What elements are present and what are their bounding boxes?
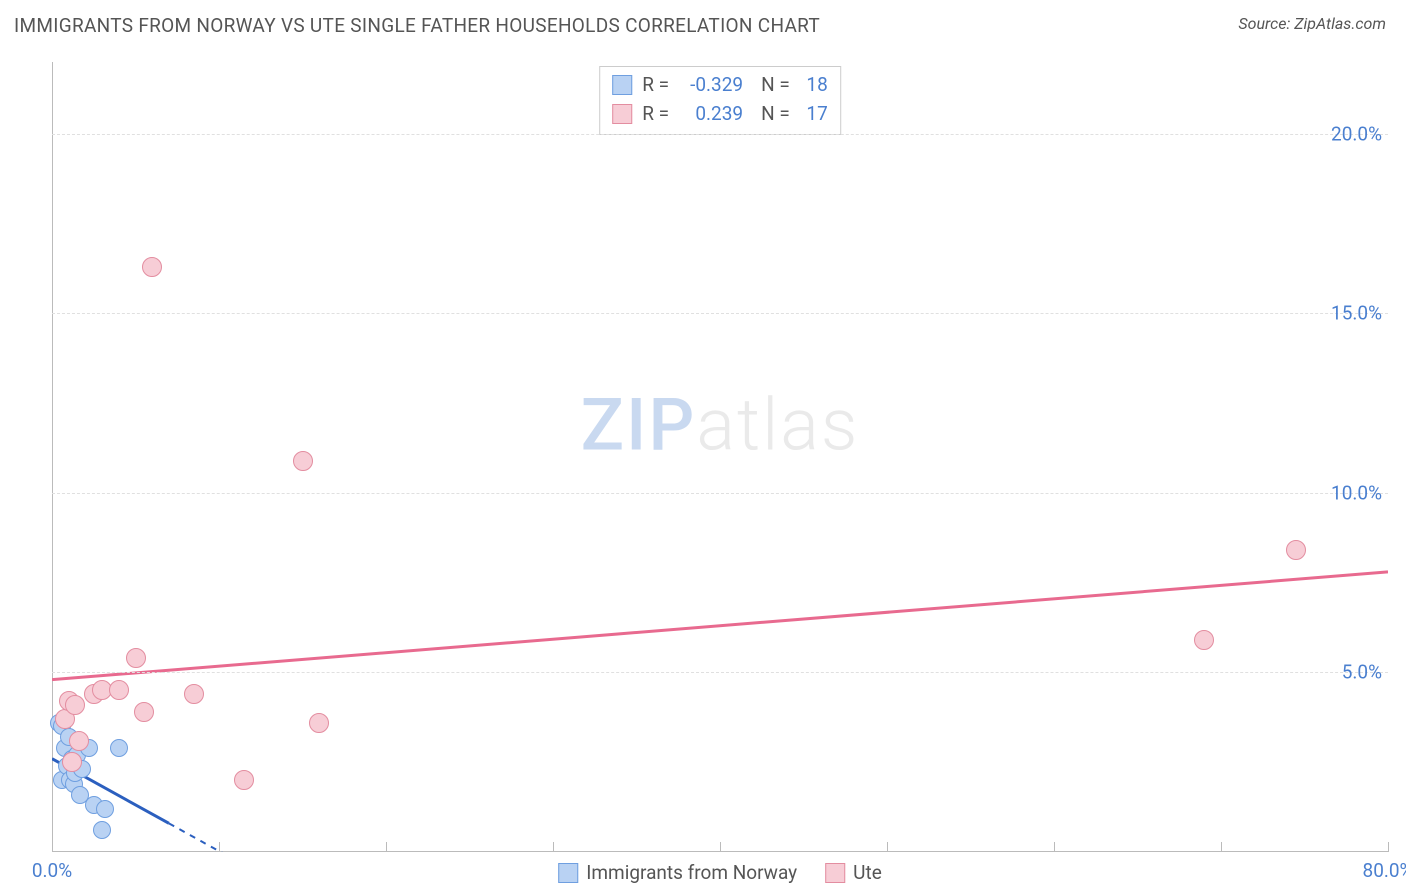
legend-bottom-label-ute: Ute (853, 861, 882, 884)
data-point-ute (293, 451, 313, 471)
data-point-ute (142, 257, 162, 277)
legend-top-row-norway: R = -0.329 N = 18 (612, 71, 828, 100)
legend-bottom-label-norway: Immigrants from Norway (586, 861, 797, 884)
data-point-ute (62, 752, 82, 772)
chart-container: Single Father Households ZIPatlas R =-0.… (14, 48, 1392, 868)
legend-bottom-item-ute: Ute (825, 861, 882, 884)
x-tick-label: 0.0% (32, 859, 72, 882)
n-label: N = (761, 71, 790, 100)
data-point-norway (110, 739, 128, 757)
legend-swatch-ute (612, 104, 632, 124)
data-point-ute (109, 680, 129, 700)
scatter-plot: ZIPatlas R =-0.329N =18R =0.239N =17 Imm… (52, 62, 1388, 852)
n-value-norway: 18 (800, 71, 828, 100)
x-tick (720, 842, 721, 852)
legend-bottom-swatch-norway (558, 863, 578, 883)
y-tick-label: 10.0% (1331, 481, 1382, 504)
gridline (52, 134, 1388, 135)
legend-bottom-item-norway: Immigrants from Norway (558, 861, 797, 884)
x-tick (52, 842, 53, 852)
watermark-left: ZIP (581, 383, 697, 468)
x-tick-label: 80.0% (1363, 859, 1406, 882)
y-tick-label: 5.0% (1342, 661, 1382, 684)
data-point-norway (93, 821, 111, 839)
data-point-ute (134, 702, 154, 722)
data-point-norway (96, 800, 114, 818)
r-value-ute: 0.239 (679, 100, 743, 129)
correlation-legend: R = -0.329 N = 18 R = 0.239 N = 17 (599, 66, 841, 135)
x-tick (1388, 842, 1389, 852)
legend-swatch-norway (612, 75, 632, 95)
data-point-ute (65, 695, 85, 715)
legend-top-row-ute: R = 0.239 N = 17 (612, 100, 828, 129)
data-point-ute (309, 713, 329, 733)
x-tick (219, 842, 220, 852)
watermark-right: atlas (696, 383, 859, 468)
n-label: N = (761, 100, 790, 129)
y-axis-line (52, 62, 53, 852)
data-point-ute (234, 770, 254, 790)
x-tick (887, 842, 888, 852)
r-label: R = (642, 71, 669, 100)
y-tick-label: 15.0% (1331, 302, 1382, 325)
data-point-ute (1286, 540, 1306, 560)
x-tick (1221, 842, 1222, 852)
x-tick (386, 842, 387, 852)
data-point-ute (184, 684, 204, 704)
data-point-ute (69, 731, 89, 751)
series-legend: Immigrants from Norway Ute (558, 861, 882, 884)
gridline (52, 313, 1388, 314)
r-value-norway: -0.329 (679, 71, 743, 100)
source-label: Source: ZipAtlas.com (1238, 14, 1386, 33)
x-tick (1054, 842, 1055, 852)
trend-line-ute (52, 572, 1388, 680)
gridline (52, 672, 1388, 673)
data-point-ute (1194, 630, 1214, 650)
chart-title: IMMIGRANTS FROM NORWAY VS UTE SINGLE FAT… (14, 14, 820, 37)
r-label: R = (642, 100, 669, 129)
data-point-ute (126, 648, 146, 668)
legend-bottom-swatch-ute (825, 863, 845, 883)
trend-lines (52, 62, 1388, 852)
gridline (52, 493, 1388, 494)
y-tick-label: 20.0% (1331, 122, 1382, 145)
n-value-ute: 17 (800, 100, 828, 129)
x-tick (553, 842, 554, 852)
trend-line-norway-dashed (169, 823, 1388, 852)
watermark: ZIPatlas (581, 383, 860, 468)
